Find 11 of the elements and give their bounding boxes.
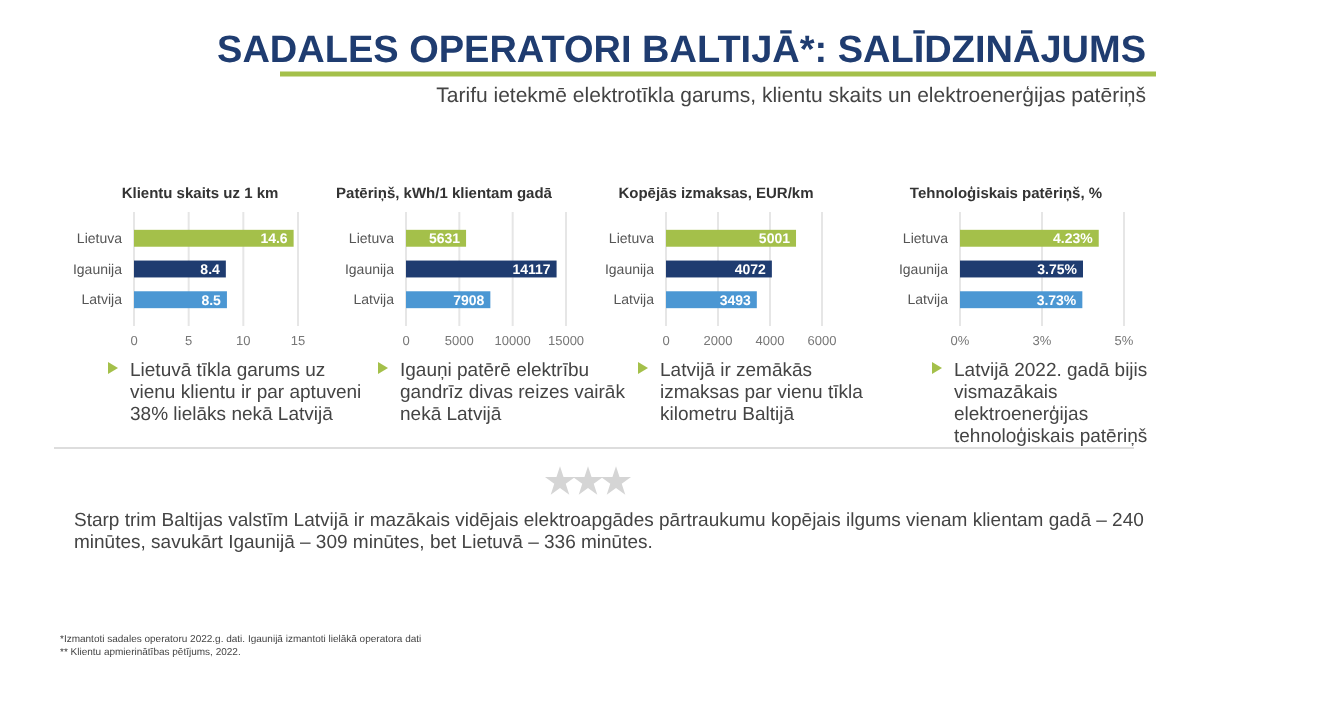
bar bbox=[134, 291, 227, 309]
text: Starp trim Baltijas valstīm Latvijā ir mazākais vidējais elektroapgādes pārtraukumu kopējais ilgums vienam klientam gadā – 240 minūtes, savukārt Igaunijā – 309 minūtes, bet Lietuvā – 336 minūtes. bbox=[74, 510, 1144, 554]
bar bbox=[134, 229, 294, 247]
text: Latvijā ir zemākās izmaksas par vienu tīkla kilometru Baltijā bbox=[660, 360, 865, 426]
bar bbox=[960, 229, 1099, 247]
bar bbox=[666, 229, 797, 247]
text: Tarifu ietekmē elektrotīkla garums, klientu skaits un elektroenerģijas patēriņš bbox=[436, 84, 1146, 108]
text: SADALES OPERATORI BALTIJĀ*: SALĪDZINĀJUMS bbox=[217, 30, 1146, 72]
text: Lietuvā tīkla garums uz vienu klientu ir par aptuveni 38% lielāks nekā Latvijā bbox=[130, 360, 362, 426]
text: Latvijā 2022. gadā bijis vismazākais elektroenerģijas tehnoloģiskais patēriņš bbox=[954, 360, 1148, 448]
text: Igauņi patērē elektrību gandrīz divas reizes vairāk nekā Latvijā bbox=[400, 360, 626, 426]
